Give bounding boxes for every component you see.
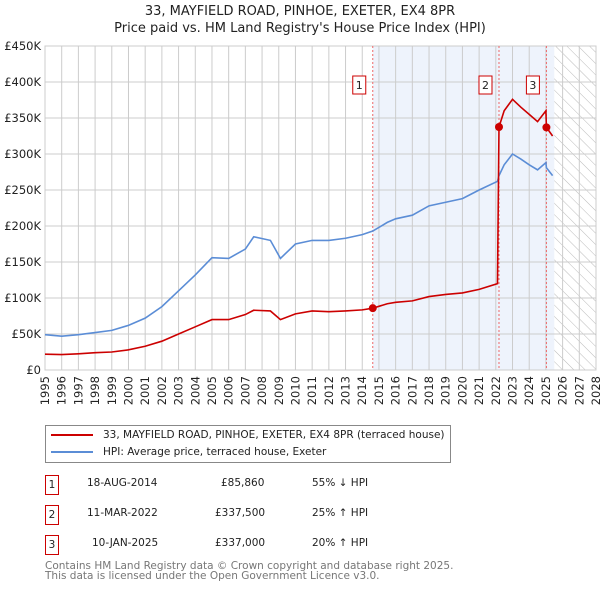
- sale-marker-box: [478, 75, 493, 95]
- sale-point: [368, 304, 377, 313]
- table-row: 1 18-AUG-2014 £85,860 55% ↓ HPI: [45, 475, 445, 495]
- sale-hpi: 20% ↑ HPI: [312, 537, 369, 549]
- sale-marker-label: 2: [482, 79, 489, 92]
- sale-period-shading: [372, 46, 555, 370]
- sale-marker-label: 3: [529, 79, 536, 92]
- x-tick-label: 2013: [339, 376, 353, 405]
- x-tick-label: 2017: [405, 376, 419, 405]
- x-tick-label: 2014: [355, 376, 369, 405]
- sale-price: £337,500: [215, 507, 266, 519]
- x-tick-label: 2018: [422, 376, 436, 405]
- sale-marker: 3: [45, 535, 59, 555]
- x-tick-label: 1996: [55, 376, 69, 405]
- y-tick-label: £450K: [4, 39, 41, 53]
- x-tick-label: 2012: [322, 376, 336, 405]
- series-line: [44, 152, 554, 337]
- y-tick-label: £50K: [12, 327, 42, 341]
- sale-hpi: 55% ↓ HPI: [312, 477, 369, 489]
- footer-copyright: Contains HM Land Registry data © Crown c…: [45, 560, 454, 572]
- x-tick-label: 2001: [138, 376, 152, 405]
- sale-marker-box: [352, 75, 367, 95]
- sale-point: [494, 123, 503, 131]
- x-tick-label: 2005: [205, 376, 219, 405]
- y-tick-label: £150K: [4, 255, 41, 269]
- footer-licence: This data is licensed under the Open Gov…: [45, 570, 380, 582]
- x-tick-label: 2021: [472, 376, 486, 405]
- forecast-hatch: [554, 46, 596, 370]
- x-tick-label: 2002: [155, 376, 169, 405]
- x-tick-label: 2024: [522, 376, 536, 405]
- x-tick-label: 1999: [105, 376, 119, 405]
- x-tick-label: 2009: [272, 376, 286, 405]
- x-tick-label: 2003: [172, 376, 186, 405]
- chart-title: 33, MAYFIELD ROAD, PINHOE, EXETER, EX4 8…: [144, 4, 456, 19]
- sale-marker: 2: [45, 505, 59, 525]
- legend-item-hpi: HPI: Average price, terraced house, Exet…: [51, 446, 326, 458]
- x-tick-label: 2000: [121, 376, 135, 405]
- y-tick-label: £100K: [4, 291, 41, 305]
- plot-frame: [44, 45, 597, 371]
- legend-item-property: 33, MAYFIELD ROAD, PINHOE, EXETER, EX4 8…: [51, 429, 445, 441]
- x-tick-label: 2026: [556, 376, 570, 405]
- sale-marker: 1: [45, 475, 59, 495]
- legend-swatch-blue: [51, 451, 93, 453]
- x-tick-label: 1998: [88, 376, 102, 405]
- table-row: 3 10-JAN-2025 £337,000 20% ↑ HPI: [45, 535, 445, 555]
- x-tick-label: 2025: [539, 376, 553, 405]
- sale-date: 18-AUG-2014: [87, 477, 158, 489]
- x-tick-label: 2023: [506, 376, 520, 405]
- y-tick-label: £400K: [4, 75, 41, 89]
- x-tick-label: 2020: [455, 376, 469, 405]
- sale-price: £337,000: [215, 537, 266, 549]
- chart-subtitle: Price paid vs. HM Land Registry's House …: [114, 21, 486, 36]
- series-line: [44, 98, 554, 356]
- legend-swatch-red: [51, 434, 93, 436]
- legend-label: HPI: Average price, terraced house, Exet…: [103, 446, 327, 458]
- legend-label: 33, MAYFIELD ROAD, PINHOE, EXETER, EX4 8…: [103, 429, 445, 441]
- y-tick-label: £250K: [4, 183, 41, 197]
- x-tick-label: 2007: [238, 376, 252, 405]
- y-tick-label: £300K: [4, 147, 41, 161]
- x-tick-label: 2022: [489, 376, 503, 405]
- x-tick-label: 2015: [372, 376, 386, 405]
- y-tick-label: £350K: [4, 111, 41, 125]
- x-tick-label: 2016: [389, 376, 403, 405]
- sale-marker-label: 1: [356, 79, 363, 92]
- x-tick-label: 2019: [439, 376, 453, 405]
- table-row: 2 11-MAR-2022 £337,500 25% ↑ HPI: [45, 505, 445, 525]
- sale-price: £85,860: [221, 477, 265, 489]
- x-tick-label: 1995: [38, 376, 52, 405]
- legend: 33, MAYFIELD ROAD, PINHOE, EXETER, EX4 8…: [45, 425, 451, 463]
- x-tick-label: 2004: [188, 376, 202, 405]
- x-tick-label: 2010: [288, 376, 302, 405]
- x-tick-label: 2008: [255, 376, 269, 405]
- x-tick-label: 2006: [222, 376, 236, 405]
- y-tick-label: £200K: [4, 219, 41, 233]
- sale-hpi: 25% ↑ HPI: [312, 507, 369, 519]
- sale-date: 11-MAR-2022: [87, 507, 158, 519]
- sale-date: 10-JAN-2025: [92, 537, 159, 549]
- x-tick-label: 1997: [71, 376, 85, 405]
- sale-marker-box: [525, 75, 540, 95]
- x-tick-label: 2027: [572, 376, 586, 405]
- x-tick-label: 2011: [305, 376, 319, 405]
- sale-point: [542, 123, 551, 132]
- x-tick-label: 2028: [589, 376, 600, 405]
- y-tick-label: £0: [26, 363, 41, 377]
- price-chart: 1995 1996 1997 1998 1999 2000 2001 2002 2003 2004…: [4, 39, 600, 405]
